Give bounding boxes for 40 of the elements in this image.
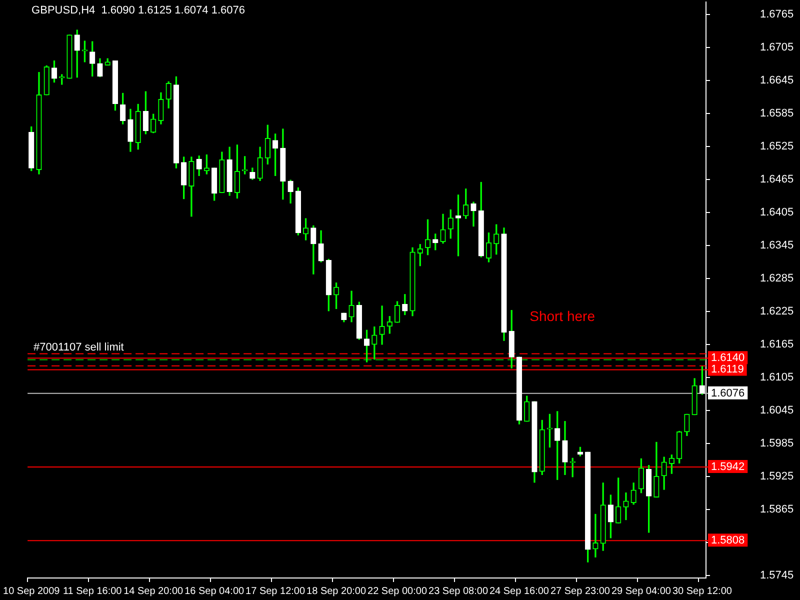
x-tick-label: 27 Sep 23:00 <box>550 586 610 597</box>
x-tick-label: 10 Sep 2009 <box>3 586 60 597</box>
ref-line-label: 1.6119 <box>711 364 744 376</box>
x-tick-label: 16 Sep 04:00 <box>184 586 245 597</box>
y-tick-label: 1.5985 <box>760 437 794 450</box>
x-tick-label: 11 Sep 16:00 <box>62 586 122 597</box>
annotation: Short here <box>530 308 596 324</box>
y-tick-label: 1.5745 <box>760 569 794 582</box>
x-tick-label: 30 Sep 12:00 <box>672 586 732 597</box>
y-tick-label: 1.6465 <box>760 174 794 186</box>
x-tick-label: 22 Sep 00:00 <box>368 586 428 597</box>
y-tick-label: 1.6585 <box>760 108 794 120</box>
y-tick-label: 1.5865 <box>760 503 794 516</box>
candlestick <box>623 492 629 520</box>
chart-title: GBPUSD,H4 1.6090 1.6125 1.6074 1.6076 <box>32 4 245 17</box>
y-tick-label: 1.6165 <box>760 338 794 350</box>
y-tick-label: 1.6645 <box>760 74 794 87</box>
y-tick-label: 1.6705 <box>760 42 794 54</box>
ref-line-label: 1.6076 <box>711 387 745 400</box>
x-tick-label: 23 Sep 08:00 <box>428 586 488 597</box>
y-tick-label: 1.6105 <box>760 371 794 384</box>
y-tick-label: 1.6525 <box>760 140 794 153</box>
y-tick-label: 1.6405 <box>760 206 794 219</box>
x-tick-label: 29 Sep 04:00 <box>611 586 672 597</box>
y-tick-label: 1.5925 <box>760 470 794 482</box>
y-tick-label: 1.6225 <box>760 305 794 318</box>
y-tick-label: 1.6345 <box>760 240 794 252</box>
ref-line-label: 1.6140 <box>711 352 745 364</box>
ref-line-label: 1.5808 <box>711 534 745 547</box>
candlestick <box>592 514 598 558</box>
x-tick-label: 24 Sep 16:00 <box>489 586 550 597</box>
x-tick-label: 14 Sep 20:00 <box>124 586 184 597</box>
x-tick-label: 17 Sep 12:00 <box>246 586 306 597</box>
candlestick <box>379 306 385 345</box>
x-tick-label: 18 Sep 20:00 <box>306 586 366 597</box>
ref-line-label: 1.5942 <box>711 461 745 474</box>
ref-line-label: #7001107 sell limit <box>34 341 124 354</box>
y-tick-label: 1.6285 <box>760 272 794 284</box>
y-tick-label: 1.6045 <box>760 404 794 416</box>
y-tick-label: 1.6765 <box>760 8 794 21</box>
